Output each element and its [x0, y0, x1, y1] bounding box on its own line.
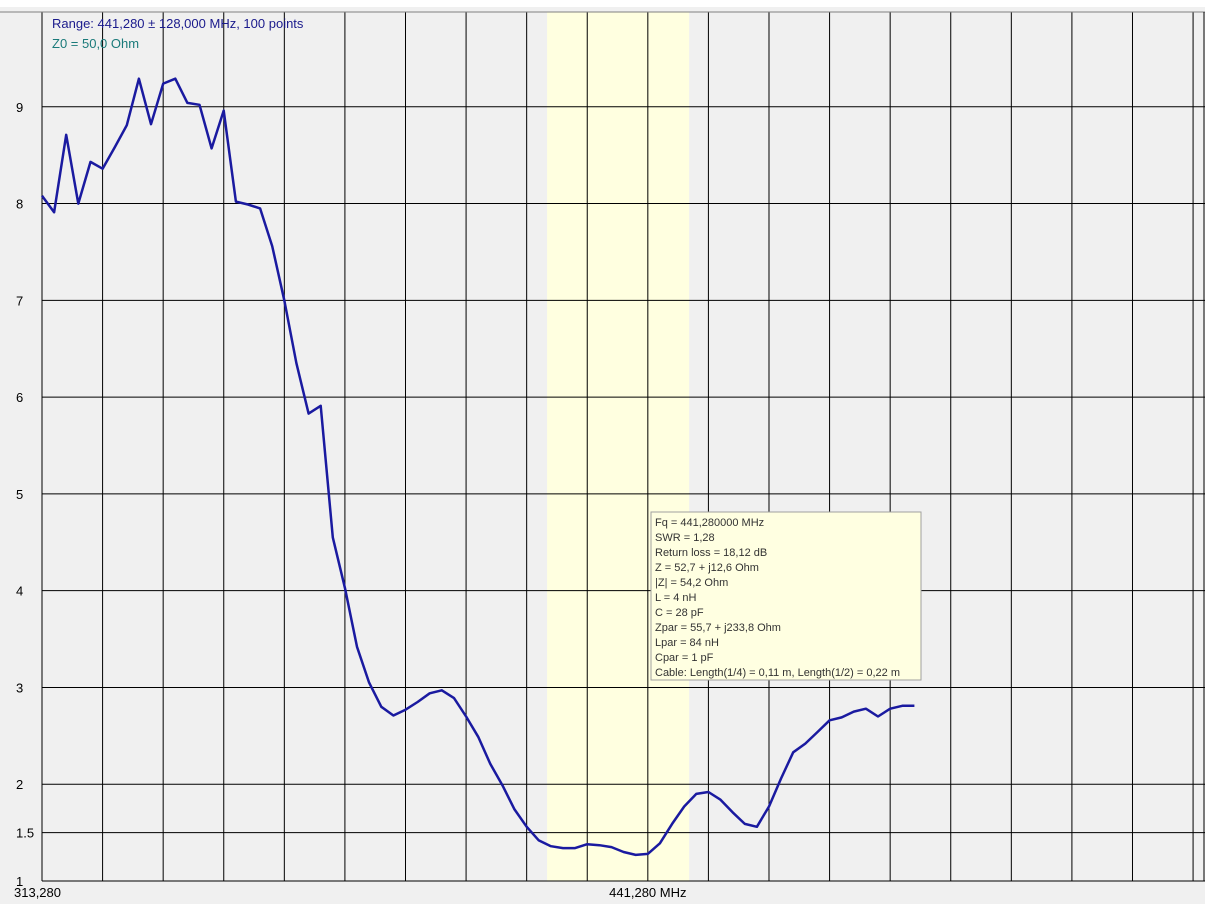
toolbar-strip: [0, 0, 1205, 7]
y-tick-label: 2: [16, 777, 23, 792]
y-tick-label: 1: [16, 874, 23, 889]
info-line: |Z| = 54,2 Ohm: [655, 577, 728, 589]
label-layer: 1 1.5 2 3 4 5 6 7 8 9 313,280 441,280 MHz: [14, 100, 686, 900]
info-line: L = 4 nH: [655, 592, 697, 604]
frequency-band: [547, 12, 690, 881]
y-tick-label: 9: [16, 100, 23, 115]
grid-layer: [0, 11, 1205, 882]
x-tick-label: 313,280: [14, 885, 61, 900]
info-line: Fq = 441,280000 MHz: [655, 517, 764, 529]
y-tick-label: 1.5: [16, 826, 34, 841]
y-tick-label: 6: [16, 390, 23, 405]
y-tick-label: 8: [16, 197, 23, 212]
y-tick-label: 4: [16, 584, 23, 599]
band-layer: [547, 12, 690, 881]
info-line: C = 28 pF: [655, 607, 704, 619]
x-tick-label: 441,280 MHz: [609, 885, 686, 900]
line-layer: [40, 77, 915, 857]
info-line: Cable: Length(1/4) = 0,11 m, Length(1/2)…: [655, 667, 900, 679]
info-line: Return loss = 18,12 dB: [655, 547, 767, 559]
info-line: Zpar = 55,7 + j233,8 Ohm: [655, 622, 781, 634]
info-line: Z = 52,7 + j12,6 Ohm: [655, 562, 759, 574]
y-tick-label: 7: [16, 293, 23, 308]
info-box: Fq = 441,280000 MHz SWR = 1,28 Return loss…: [650, 511, 922, 681]
z0-annotation: Z0 = 50,0 Ohm: [52, 36, 139, 51]
info-box-frame: [650, 511, 922, 681]
range-annotation: Range: 441,280 ± 128,000 MHz, 100 points: [52, 16, 304, 31]
y-tick-label: 3: [16, 680, 23, 695]
swr-line: [40, 77, 915, 857]
y-tick-label: 5: [16, 487, 23, 502]
info-line: Cpar = 1 pF: [655, 652, 714, 664]
info-line: Lpar = 84 nH: [655, 637, 719, 649]
info-line: SWR = 1,28: [655, 532, 715, 544]
